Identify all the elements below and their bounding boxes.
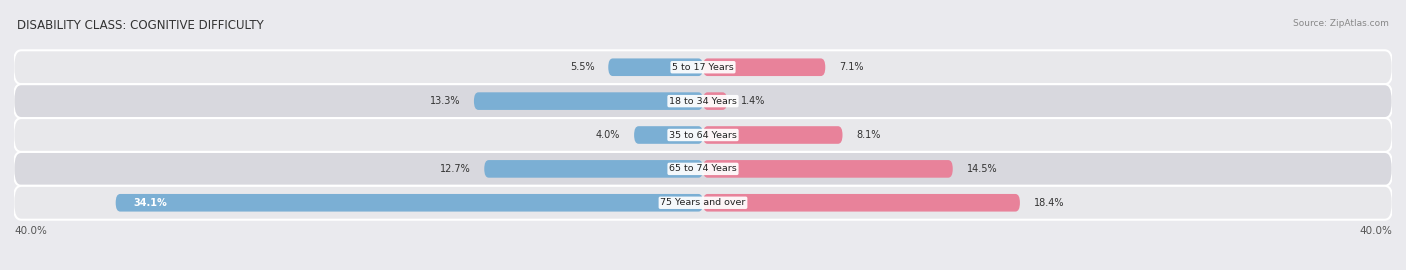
FancyBboxPatch shape [703, 160, 953, 178]
FancyBboxPatch shape [609, 58, 703, 76]
FancyBboxPatch shape [14, 118, 1392, 152]
FancyBboxPatch shape [703, 58, 825, 76]
FancyBboxPatch shape [703, 194, 1019, 212]
Text: 40.0%: 40.0% [14, 226, 46, 236]
Text: 1.4%: 1.4% [741, 96, 765, 106]
Text: 4.0%: 4.0% [596, 130, 620, 140]
FancyBboxPatch shape [634, 126, 703, 144]
Text: 34.1%: 34.1% [134, 198, 167, 208]
Text: 5 to 17 Years: 5 to 17 Years [672, 63, 734, 72]
Text: 65 to 74 Years: 65 to 74 Years [669, 164, 737, 173]
FancyBboxPatch shape [115, 194, 703, 212]
Text: 14.5%: 14.5% [966, 164, 997, 174]
Text: 8.1%: 8.1% [856, 130, 880, 140]
Text: DISABILITY CLASS: COGNITIVE DIFFICULTY: DISABILITY CLASS: COGNITIVE DIFFICULTY [17, 19, 263, 32]
FancyBboxPatch shape [703, 126, 842, 144]
Text: Source: ZipAtlas.com: Source: ZipAtlas.com [1294, 19, 1389, 28]
Text: 18 to 34 Years: 18 to 34 Years [669, 97, 737, 106]
FancyBboxPatch shape [484, 160, 703, 178]
FancyBboxPatch shape [14, 186, 1392, 220]
FancyBboxPatch shape [703, 92, 727, 110]
Text: 5.5%: 5.5% [569, 62, 595, 72]
FancyBboxPatch shape [14, 50, 1392, 84]
Text: 35 to 64 Years: 35 to 64 Years [669, 130, 737, 140]
Text: 40.0%: 40.0% [1360, 226, 1392, 236]
Text: 75 Years and over: 75 Years and over [661, 198, 745, 207]
Text: 7.1%: 7.1% [839, 62, 863, 72]
FancyBboxPatch shape [14, 152, 1392, 186]
Text: 13.3%: 13.3% [430, 96, 460, 106]
Text: 12.7%: 12.7% [440, 164, 471, 174]
FancyBboxPatch shape [474, 92, 703, 110]
FancyBboxPatch shape [14, 84, 1392, 118]
Text: 18.4%: 18.4% [1033, 198, 1064, 208]
